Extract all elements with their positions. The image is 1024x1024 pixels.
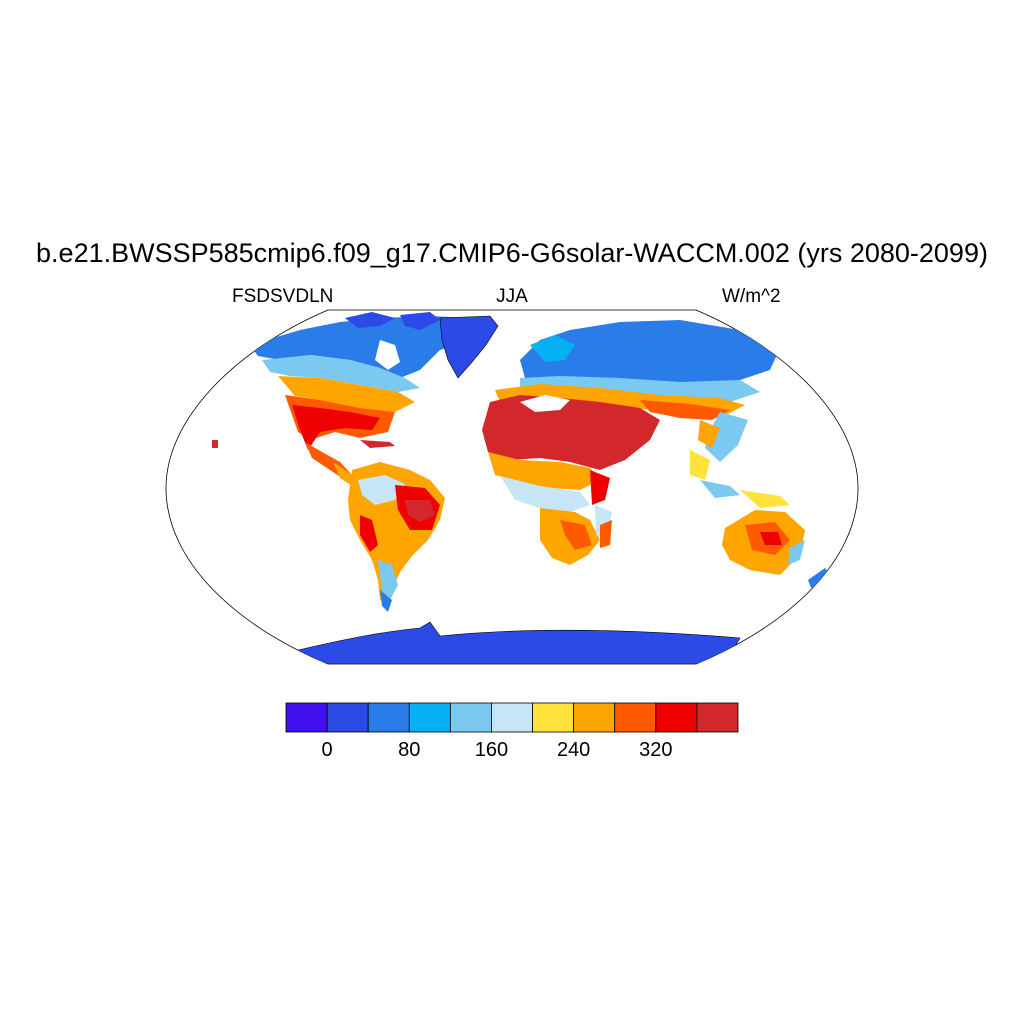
antarctica-region <box>288 621 741 664</box>
units-label: W/m^2 <box>722 286 781 307</box>
colorbar-swatch <box>491 702 533 733</box>
greenland <box>439 315 499 379</box>
colorbar-swatch <box>614 702 657 733</box>
eurasia <box>495 320 780 480</box>
colorbar-tick-label: 0 <box>321 739 333 761</box>
south-america <box>348 462 445 612</box>
australia <box>722 510 805 575</box>
north-america <box>250 312 492 486</box>
plot-title: b.e21.BWSSP585cmip6.f09_g17.CMIP6-G6sola… <box>36 238 988 268</box>
colorbar-swatch <box>696 702 739 733</box>
indonesia <box>700 480 790 508</box>
colorbar-swatch <box>367 702 410 733</box>
colorbar-swatch <box>326 702 369 733</box>
colorbar-swatch <box>408 702 451 733</box>
colorbar-swatch <box>655 702 698 733</box>
colorbar-tick-label: 240 <box>556 739 591 761</box>
colorbar-swatch <box>573 702 616 733</box>
caribbean <box>360 440 395 448</box>
colorbar-tick-label: 160 <box>474 739 509 761</box>
colorbar-swatch <box>449 702 492 733</box>
colorbar-tick-label: 320 <box>639 739 673 761</box>
season-label: JJA <box>496 286 528 307</box>
africa-middle-east <box>482 395 660 565</box>
colorbar-swatch <box>532 702 575 733</box>
new-zealand <box>808 568 830 590</box>
variable-label: FSDSVDLN <box>232 286 334 307</box>
colorbar-tick-label: 80 <box>398 739 421 761</box>
colorbar-swatch <box>285 702 328 733</box>
hawaii <box>212 440 218 448</box>
